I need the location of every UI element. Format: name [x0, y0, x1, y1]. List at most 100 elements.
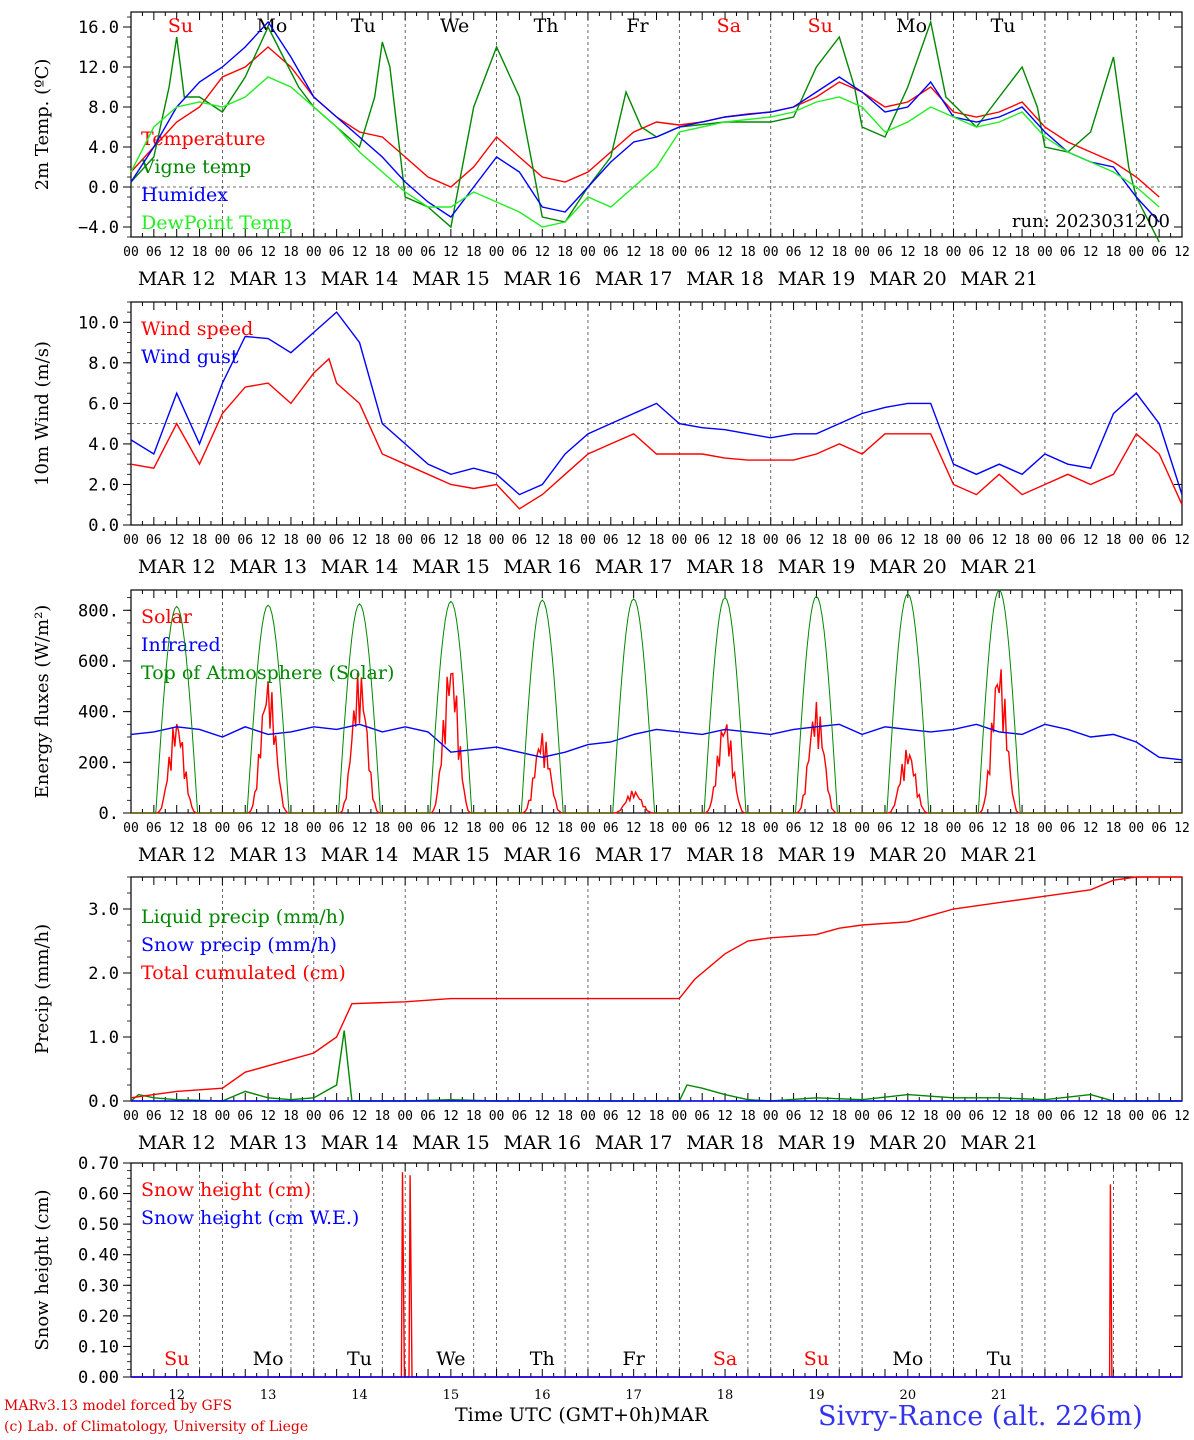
snow-day-number: 15: [443, 1388, 460, 1403]
precip-hour-tick-label: 00: [489, 1109, 505, 1124]
temp-date-label: MAR 18: [686, 268, 764, 290]
wind-hour-tick-label: 12: [169, 533, 185, 548]
precip-y-tick-label: 2.0: [88, 964, 119, 984]
energy-hour-tick-label: 06: [512, 821, 528, 836]
snow-weekday-label: Mo: [253, 1348, 284, 1370]
energy-hour-tick-label: 18: [740, 821, 756, 836]
energy-hour-tick-label: 00: [672, 821, 688, 836]
snow-weekday-label: We: [436, 1348, 465, 1370]
temp-hour-tick-label: 12: [1174, 245, 1190, 260]
energy-date-label: MAR 15: [412, 844, 490, 866]
temp-hour-tick-label: 18: [192, 245, 208, 260]
energy-hour-tick-label: 18: [923, 821, 939, 836]
energy-hour-tick-label: 12: [443, 821, 459, 836]
temp-hour-tick-label: 06: [146, 245, 162, 260]
temp-hour-tick-label: 18: [466, 245, 482, 260]
temp-hour-tick-label: 06: [1151, 245, 1167, 260]
energy-hour-tick-label: 00: [306, 821, 322, 836]
wind-series-line: [130, 311, 1183, 496]
wind-hour-tick-label: 06: [329, 533, 345, 548]
precip-hour-tick-label: 12: [1174, 1109, 1190, 1124]
energy-hour-tick-label: 06: [603, 821, 619, 836]
temp-date-label: MAR 16: [503, 268, 581, 290]
precip-hour-tick-label: 00: [672, 1109, 688, 1124]
precip-hour-tick-label: 06: [786, 1109, 802, 1124]
snow-y-axis-label: Snow height (cm): [32, 1189, 53, 1350]
temp-hour-tick-label: 18: [649, 245, 665, 260]
lab-credit-line: (c) Lab. of Climatology, University of L…: [4, 1419, 309, 1435]
temp-hour-tick-label: 00: [672, 245, 688, 260]
energy-hour-tick-label: 06: [1060, 821, 1076, 836]
temp-hour-tick-label: 00: [215, 245, 231, 260]
energy-hour-tick-label: 18: [192, 821, 208, 836]
energy-hour-tick-label: 06: [237, 821, 253, 836]
temp-hour-tick-label: 00: [763, 245, 779, 260]
precip-date-label: MAR 17: [595, 1132, 673, 1154]
wind-hour-tick-label: 12: [717, 533, 733, 548]
weekday-label: Tu: [351, 15, 376, 37]
wind-hour-tick-label: 12: [443, 533, 459, 548]
temp-series-line: [130, 19, 1160, 243]
energy-hour-tick-label: 12: [169, 821, 185, 836]
snow-y-tick-label: 0.70: [78, 1154, 119, 1174]
temp-date-label: MAR 15: [412, 268, 490, 290]
wind-hour-tick-label: 18: [283, 533, 299, 548]
snow-y-tick-label: 0.60: [78, 1185, 119, 1205]
snow-weekday-label: Fr: [623, 1348, 646, 1370]
precip-date-label: MAR 14: [321, 1132, 399, 1154]
energy-date-label: MAR 12: [138, 844, 216, 866]
precip-hour-tick-label: 00: [854, 1109, 870, 1124]
temp-hour-tick-label: 18: [1014, 245, 1030, 260]
snow-y-tick-label: 0.10: [78, 1337, 119, 1357]
temp-hour-tick-label: 12: [626, 245, 642, 260]
precip-hour-tick-label: 18: [649, 1109, 665, 1124]
energy-hour-tick-label: 12: [1083, 821, 1099, 836]
precip-hour-tick-label: 00: [215, 1109, 231, 1124]
wind-hour-tick-label: 06: [1151, 533, 1167, 548]
precip-hour-tick-label: 06: [1151, 1109, 1167, 1124]
precip-hour-tick-label: 12: [443, 1109, 459, 1124]
temp-y-axis-label: 2m Temp. (ºC): [32, 59, 53, 191]
energy-date-label: MAR 20: [869, 844, 947, 866]
temp-hour-tick-label: 12: [1083, 245, 1099, 260]
energy-series-line: [131, 589, 1182, 814]
temp-series-line: [130, 76, 1160, 228]
precip-legend-entry: Liquid precip (mm/h): [141, 906, 345, 928]
precip-date-label: MAR 21: [960, 1132, 1038, 1154]
snow-weekday-label: Tu: [987, 1348, 1012, 1370]
energy-hour-tick-label: 18: [1106, 821, 1122, 836]
precip-hour-tick-label: 18: [557, 1109, 573, 1124]
temp-series-line: [130, 46, 1160, 198]
temp-hour-tick-label: 00: [946, 245, 962, 260]
temp-hour-tick-label: 00: [123, 245, 139, 260]
energy-legend-entry: Infrared: [141, 634, 221, 656]
snow-day-number: 17: [625, 1388, 642, 1403]
precip-hour-tick-label: 18: [466, 1109, 482, 1124]
energy-hour-tick-label: 06: [420, 821, 436, 836]
wind-hour-tick-label: 00: [397, 533, 413, 548]
precip-hour-tick-label: 06: [1060, 1109, 1076, 1124]
wind-hour-tick-label: 18: [1014, 533, 1030, 548]
wind-hour-tick-label: 00: [946, 533, 962, 548]
wind-date-label: MAR 18: [686, 556, 764, 578]
precip-hour-tick-label: 06: [146, 1109, 162, 1124]
precip-hour-tick-label: 06: [329, 1109, 345, 1124]
energy-hour-tick-label: 12: [991, 821, 1007, 836]
precip-hour-tick-label: 18: [1106, 1109, 1122, 1124]
precip-hour-tick-label: 12: [900, 1109, 916, 1124]
station-name: Sivry-Rance (alt. 226m): [818, 1401, 1143, 1432]
energy-hour-tick-label: 12: [900, 821, 916, 836]
precip-hour-tick-label: 06: [969, 1109, 985, 1124]
wind-date-label: MAR 12: [138, 556, 216, 578]
snow-day-number: 13: [260, 1388, 277, 1403]
energy-date-label: MAR 18: [686, 844, 764, 866]
energy-hour-tick-label: 12: [534, 821, 550, 836]
precip-hour-tick-label: 06: [237, 1109, 253, 1124]
temp-hour-tick-label: 00: [306, 245, 322, 260]
snow-weekday-label: Th: [530, 1348, 555, 1370]
precip-date-label: MAR 19: [778, 1132, 856, 1154]
precip-hour-tick-label: 00: [1128, 1109, 1144, 1124]
energy-legend-entry: Top of Atmosphere (Solar): [141, 662, 394, 684]
energy-hour-tick-label: 06: [786, 821, 802, 836]
